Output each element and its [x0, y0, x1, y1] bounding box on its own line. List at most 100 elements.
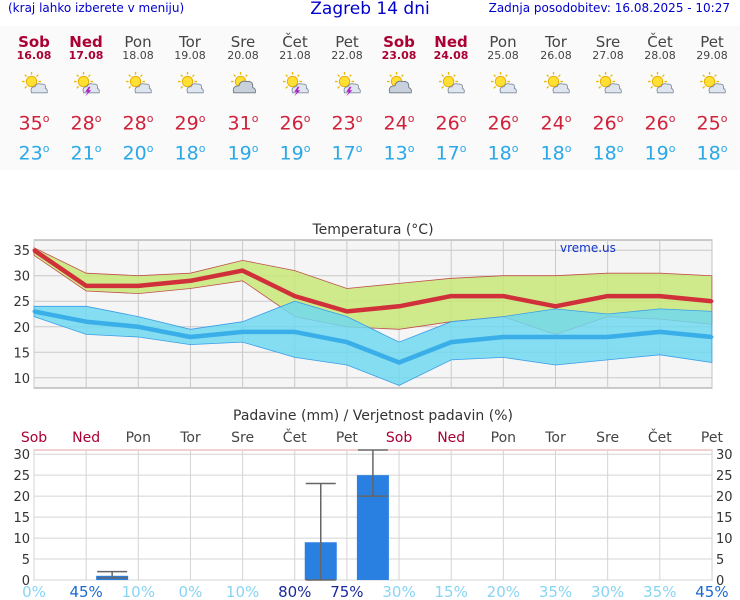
day-column: Pet 22.08 23o 17o [321, 26, 373, 170]
x-tick-label: Tor [544, 430, 566, 446]
max-temp: 29o [164, 112, 216, 134]
min-temp-value: 19 [279, 142, 304, 165]
max-temp: 26o [477, 112, 529, 134]
max-temp-value: 26 [592, 112, 617, 135]
day-date: 25.08 [487, 49, 519, 62]
day-name: Pon [489, 33, 517, 51]
degree-sign: o [251, 112, 259, 125]
min-temp-range-band [33, 300, 713, 386]
sun-cloud-icon [648, 72, 674, 94]
min-temp-value: 18 [174, 142, 199, 165]
temperature-chart: 10 15 20 25 30 35 Temperatura (°C) vreme.us [13, 222, 714, 389]
daily-forecast-strip: Sob 16.08 35o 23o Ned 17.08 28o 21o Pon 18.08 28o 2… [0, 26, 740, 170]
max-temp-value: 24 [540, 112, 565, 135]
degree-sign: o [94, 112, 102, 125]
min-temp-point [449, 340, 453, 344]
max-temp-point [397, 304, 401, 308]
min-temp-point [554, 335, 557, 339]
region-menu-hint[interactable]: (kraj lahko izberete v meniju) [8, 1, 185, 15]
max-temp-point [345, 309, 349, 313]
day-name: Sre [230, 33, 256, 51]
x-tick-label: Sre [596, 430, 619, 446]
min-temp-value: 20 [122, 142, 147, 165]
last-update: Zadnja posodobitev: 16.08.2025 - 10:27 [488, 1, 730, 15]
sun-cloud-thunder-icon [283, 72, 309, 97]
min-temp: 19o [269, 142, 321, 164]
degree-sign: o [303, 112, 311, 125]
min-temp-value: 18 [592, 142, 617, 165]
day-date: 21.08 [279, 49, 311, 62]
max-temp: 26o [634, 112, 686, 134]
precipitation-chart-title: Padavine (mm) / Verjetnost padavin (%) [233, 408, 513, 424]
degree-sign: o [198, 112, 206, 125]
max-temp: 26o [269, 112, 321, 134]
day-date: 19.08 [174, 49, 206, 62]
max-temp-value: 24 [383, 112, 408, 135]
min-temp: 17o [425, 142, 477, 164]
max-temp: 26o [582, 112, 634, 134]
min-temp-value: 18 [487, 142, 512, 165]
y-tick-label-right: 15 [716, 511, 733, 526]
degree-sign: o [459, 142, 467, 155]
day-column: Pet 29.08 25o 18o [686, 26, 738, 170]
min-temp: 18o [686, 142, 738, 164]
sun-cloud-thunder-icon [335, 72, 361, 97]
x-tick-label: Pon [491, 430, 516, 446]
x-tick-label: Sob [386, 430, 412, 446]
day-column: Ned 17.08 28o 21o [60, 26, 112, 170]
degree-sign: o [94, 142, 102, 155]
y-tick-label-right: 20 [716, 490, 733, 505]
max-temp-value: 28 [122, 112, 147, 135]
min-temp: 13o [373, 142, 425, 164]
max-temp: 24o [530, 112, 582, 134]
max-temp-point [84, 284, 88, 288]
max-temp: 25o [686, 112, 738, 134]
day-name: Pon [124, 33, 152, 51]
cloud-sun-icon [231, 72, 256, 94]
min-temp: 23o [8, 142, 60, 164]
precip-probability: 45% [69, 583, 102, 600]
degree-sign: o [146, 142, 154, 155]
min-temp: 19o [217, 142, 269, 164]
y-tick-label-right: 10 [716, 532, 733, 547]
day-date: 17.08 [68, 49, 104, 62]
min-temp-value: 19 [227, 142, 252, 165]
degree-sign: o [459, 112, 467, 125]
precip-probability: 45% [695, 583, 728, 600]
day-name: Tor [179, 33, 201, 51]
min-temp-point [658, 330, 662, 334]
y-tick-label-left: 5 [22, 553, 30, 568]
day-name: Sob [383, 33, 415, 51]
max-temp-point [136, 284, 140, 288]
min-temp-point [293, 330, 297, 334]
max-temp: 31o [217, 112, 269, 134]
day-column: Sre 27.08 26o 18o [582, 26, 634, 170]
precip-probability: 30% [382, 583, 415, 600]
y-tick-label-left: 15 [13, 511, 30, 526]
max-temp-value: 26 [644, 112, 669, 135]
max-temp-value: 28 [70, 112, 95, 135]
y-tick-label-left: 25 [13, 469, 30, 484]
precip-probability: 35% [643, 583, 676, 600]
max-temp: 24o [373, 112, 425, 134]
precip-probability: 80% [278, 583, 311, 600]
day-name: Ned [434, 33, 468, 51]
y-tick-label-right: 0 [716, 574, 724, 589]
day-name: Čet [282, 33, 308, 51]
min-temp: 18o [530, 142, 582, 164]
day-column: Tor 26.08 24o 18o [530, 26, 582, 170]
day-column: Ned 24.08 26o 17o [425, 26, 477, 170]
cloud-sun-icon [387, 72, 412, 94]
x-tick-label: Ned [72, 430, 100, 446]
sun-cloud-icon [491, 72, 517, 94]
x-tick-label: Pon [126, 430, 151, 446]
min-temp-value: 23 [18, 142, 43, 165]
day-name: Ned [69, 33, 103, 51]
degree-sign: o [511, 142, 519, 155]
y-tick-label-left: 30 [13, 448, 30, 463]
precip-probability: 0% [22, 583, 46, 600]
max-temp-line [32, 248, 713, 314]
min-temp-point [397, 360, 401, 364]
min-temp-value: 13 [383, 142, 408, 165]
day-column: Sre 20.08 31o 19o [217, 26, 269, 170]
